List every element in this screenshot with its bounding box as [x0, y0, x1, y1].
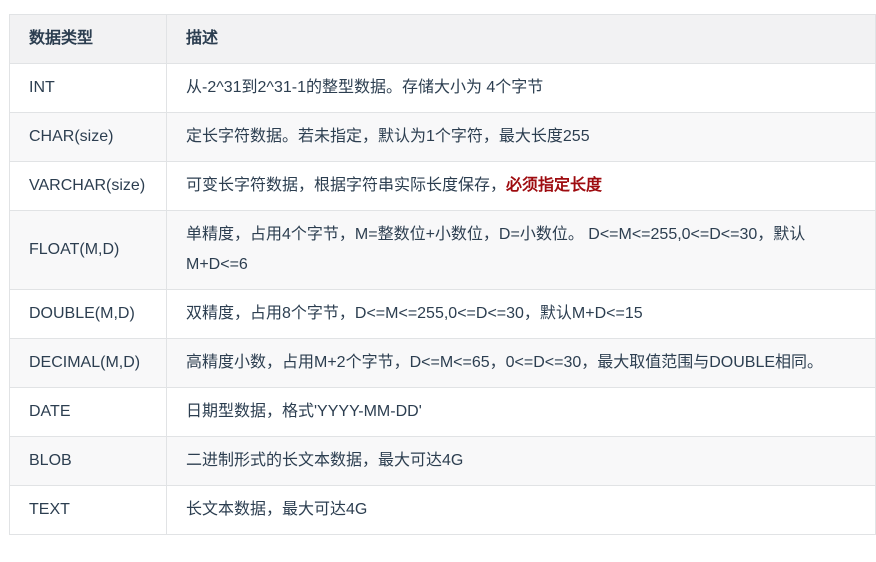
description-text: 高精度小数，占用M+2个字节，D<=M<=65，0<=D<=30，最大取值范围与… — [186, 354, 824, 371]
data-type-cell: CHAR(size) — [9, 112, 167, 162]
description-emphasis: 必须指定长度 — [506, 177, 603, 194]
description-text: 可变长字符数据，根据字符串实际长度保存， — [186, 177, 507, 194]
column-header-data-type: 数据类型 — [9, 14, 167, 64]
description-text: 二进制形式的长文本数据，最大可达4G — [186, 452, 464, 469]
description-cell: 从-2^31到2^31-1的整型数据。存储大小为 4个字节 — [166, 63, 876, 113]
description-cell: 单精度，占用4个字节，M=整数位+小数位，D=小数位。 D<=M<=255,0<… — [166, 210, 876, 290]
data-type-cell: DECIMAL(M,D) — [9, 338, 167, 388]
data-type-cell: VARCHAR(size) — [9, 161, 167, 211]
data-type-cell: TEXT — [9, 485, 167, 535]
description-text: 单精度，占用4个字节，M=整数位+小数位，D=小数位。 D<=M<=255,0<… — [186, 226, 806, 273]
table-row: TEXT 长文本数据，最大可达4G — [9, 485, 876, 535]
data-type-cell: DATE — [9, 387, 167, 437]
data-type-cell: BLOB — [9, 436, 167, 486]
table-row: FLOAT(M,D) 单精度，占用4个字节，M=整数位+小数位，D=小数位。 D… — [9, 210, 876, 290]
description-cell: 长文本数据，最大可达4G — [166, 485, 876, 535]
column-header-description: 描述 — [166, 14, 876, 64]
table-row: BLOB 二进制形式的长文本数据，最大可达4G — [9, 436, 876, 486]
description-text: 从-2^31到2^31-1的整型数据。存储大小为 4个字节 — [186, 79, 544, 96]
table-row: DATE 日期型数据，格式'YYYY-MM-DD' — [9, 387, 876, 437]
description-cell: 定长字符数据。若未指定，默认为1个字符，最大长度255 — [166, 112, 876, 162]
description-text: 长文本数据，最大可达4G — [186, 501, 368, 518]
data-types-table-container: 数据类型 描述 INT 从-2^31到2^31-1的整型数据。存储大小为 4个字… — [9, 14, 876, 535]
description-text: 定长字符数据。若未指定，默认为1个字符，最大长度255 — [186, 128, 590, 145]
description-cell: 高精度小数，占用M+2个字节，D<=M<=65，0<=D<=30，最大取值范围与… — [166, 338, 876, 388]
description-cell: 可变长字符数据，根据字符串实际长度保存，必须指定长度 — [166, 161, 876, 211]
description-text: 双精度，占用8个字节，D<=M<=255,0<=D<=30，默认M+D<=15 — [186, 305, 643, 322]
table-row: INT 从-2^31到2^31-1的整型数据。存储大小为 4个字节 — [9, 63, 876, 113]
data-type-cell: FLOAT(M,D) — [9, 210, 167, 290]
description-text: 日期型数据，格式'YYYY-MM-DD' — [186, 403, 422, 420]
table-row: VARCHAR(size) 可变长字符数据，根据字符串实际长度保存，必须指定长度 — [9, 161, 876, 211]
description-cell: 双精度，占用8个字节，D<=M<=255,0<=D<=30，默认M+D<=15 — [166, 289, 876, 339]
table-row: DOUBLE(M,D) 双精度，占用8个字节，D<=M<=255,0<=D<=3… — [9, 289, 876, 339]
table-row: DECIMAL(M,D) 高精度小数，占用M+2个字节，D<=M<=65，0<=… — [9, 338, 876, 388]
table-body: INT 从-2^31到2^31-1的整型数据。存储大小为 4个字节 CHAR(s… — [9, 63, 876, 535]
data-type-cell: INT — [9, 63, 167, 113]
header-row: 数据类型 描述 — [9, 14, 876, 64]
table-row: CHAR(size) 定长字符数据。若未指定，默认为1个字符，最大长度255 — [9, 112, 876, 162]
description-cell: 日期型数据，格式'YYYY-MM-DD' — [166, 387, 876, 437]
data-type-cell: DOUBLE(M,D) — [9, 289, 167, 339]
table-header: 数据类型 描述 — [9, 14, 876, 64]
description-cell: 二进制形式的长文本数据，最大可达4G — [166, 436, 876, 486]
data-types-table: 数据类型 描述 INT 从-2^31到2^31-1的整型数据。存储大小为 4个字… — [9, 14, 876, 535]
